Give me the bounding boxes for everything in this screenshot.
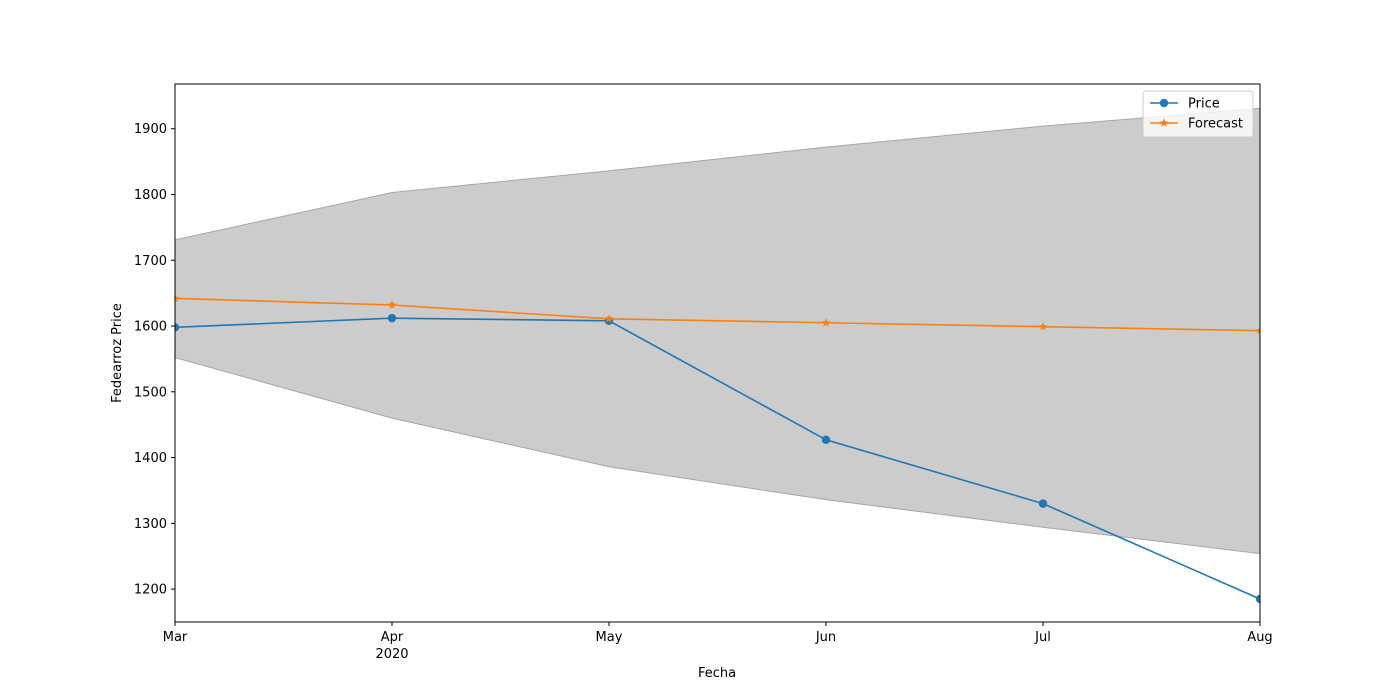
legend-label-price: Price bbox=[1188, 97, 1220, 112]
data-point-price bbox=[1255, 594, 1260, 604]
legend-marker-price bbox=[1159, 98, 1169, 108]
data-point-forecast bbox=[1255, 326, 1260, 335]
x-axis: Mar Apr 2020 May Jun Jul Aug bbox=[163, 622, 1273, 662]
data-point-price bbox=[387, 313, 397, 323]
x-tick-label: Apr bbox=[381, 630, 404, 645]
data-point-forecast bbox=[175, 293, 180, 303]
x-tick-label: May bbox=[596, 630, 623, 645]
y-axis: 1200 1300 1400 1500 1600 1700 1800 1900 bbox=[134, 122, 175, 598]
data-point-price bbox=[175, 323, 180, 332]
y-tick-label: 1300 bbox=[134, 517, 167, 532]
data-point-forecast bbox=[604, 314, 614, 323]
data-point-forecast bbox=[821, 318, 831, 327]
confidence-band-layer bbox=[175, 107, 1260, 555]
confidence-band bbox=[175, 107, 1260, 555]
legend: Price Forecast bbox=[1142, 90, 1254, 138]
y-tick-label: 1900 bbox=[134, 122, 167, 137]
data-point-price bbox=[1038, 499, 1048, 508]
series-layer bbox=[175, 293, 1260, 604]
data-point-forecast bbox=[387, 300, 397, 309]
x-tick-label: Aug bbox=[1247, 630, 1272, 645]
y-tick-label: 1400 bbox=[134, 451, 167, 466]
x-year-label: 2020 bbox=[375, 647, 408, 662]
data-point-forecast bbox=[1038, 322, 1048, 331]
x-tick-label: Mar bbox=[163, 630, 188, 645]
series-line-price bbox=[175, 317, 1260, 600]
series-line-forecast bbox=[175, 297, 1260, 332]
y-tick-label: 1600 bbox=[134, 320, 167, 335]
x-tick-label: Jul bbox=[1034, 630, 1051, 645]
x-axis-label: Fecha bbox=[698, 666, 736, 681]
legend-label-forecast: Forecast bbox=[1188, 117, 1243, 132]
y-axis-label: Fedearroz Price bbox=[110, 303, 125, 403]
legend-marker-forecast bbox=[1159, 118, 1169, 127]
data-point-price bbox=[821, 435, 831, 445]
x-tick-label: Jun bbox=[815, 630, 836, 645]
y-tick-label: 1200 bbox=[134, 583, 167, 598]
y-tick-label: 1800 bbox=[134, 188, 167, 203]
y-tick-label: 1500 bbox=[134, 385, 167, 400]
plot-frame bbox=[174, 83, 1261, 623]
y-tick-label: 1700 bbox=[134, 254, 167, 269]
